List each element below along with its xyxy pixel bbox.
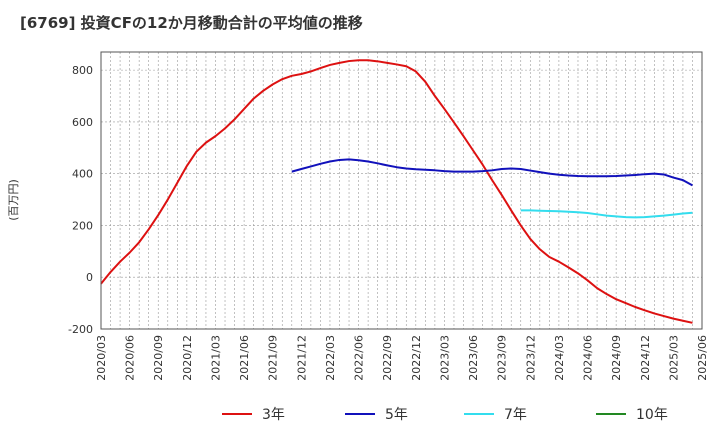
x-tick-label: 2025/03 bbox=[667, 335, 680, 381]
y-tick-label: 600 bbox=[72, 116, 93, 129]
x-axis-ticks: 2020/03 2020/06 2020/09 2020/12 2021/03 2021/… bbox=[95, 335, 709, 381]
x-tick-label: 2024/09 bbox=[610, 335, 623, 381]
y-tick-label: 800 bbox=[72, 64, 93, 77]
y-tick-label: 0 bbox=[86, 271, 93, 284]
x-tick-label: 2023/03 bbox=[438, 335, 451, 381]
y-axis-ticks: -200 0 200 400 600 800 bbox=[68, 64, 93, 336]
x-tick-label: 2020/09 bbox=[152, 335, 165, 381]
x-tick-label: 2023/09 bbox=[496, 335, 509, 381]
x-tick-label: 2020/12 bbox=[181, 335, 194, 381]
series-layer bbox=[100, 59, 693, 324]
y-tick-label: 200 bbox=[72, 219, 93, 232]
plot-background bbox=[101, 52, 702, 329]
x-tick-label: 2024/03 bbox=[553, 335, 566, 381]
x-tick-label: 2025/06 bbox=[696, 335, 709, 381]
plot-frame bbox=[100, 51, 703, 330]
x-tick-label: 2024/12 bbox=[639, 335, 652, 381]
chart-title: [6769] 投資CFの12か月移動合計の平均値の推移 bbox=[20, 14, 363, 32]
legend-label-2: 5年 bbox=[385, 407, 408, 423]
x-tick-label: 2022/12 bbox=[410, 335, 423, 381]
x-tick-label: 2024/06 bbox=[582, 335, 595, 381]
y-axis-label: (百万円) bbox=[7, 179, 20, 221]
x-tick-label: 2023/06 bbox=[467, 335, 480, 381]
series-line-3 bbox=[520, 209, 693, 219]
legend-label-3: 7年 bbox=[504, 407, 527, 423]
series-line-2 bbox=[291, 158, 693, 187]
plot-border bbox=[100, 51, 703, 330]
x-tick-label: 2023/12 bbox=[524, 335, 537, 381]
x-tick-label: 2022/03 bbox=[324, 335, 337, 381]
x-tick-label: 2020/03 bbox=[95, 335, 108, 381]
legend: 3年 5年 7年 10年 bbox=[222, 407, 668, 423]
grid-layer bbox=[100, 52, 703, 330]
x-tick-label: 2021/06 bbox=[238, 335, 251, 381]
x-tick-label: 2022/09 bbox=[381, 335, 394, 381]
y-tick-label: 400 bbox=[72, 168, 93, 181]
legend-label-4: 10年 bbox=[636, 407, 668, 423]
x-tick-label: 2021/03 bbox=[209, 335, 222, 381]
series-line-1 bbox=[100, 59, 693, 324]
legend-label-1: 3年 bbox=[262, 407, 285, 423]
x-tick-label: 2021/09 bbox=[267, 335, 280, 381]
x-tick-label: 2020/06 bbox=[124, 335, 137, 381]
x-tick-label: 2022/06 bbox=[353, 335, 366, 381]
y-tick-label: -200 bbox=[68, 323, 93, 336]
x-tick-label: 2021/12 bbox=[295, 335, 308, 381]
